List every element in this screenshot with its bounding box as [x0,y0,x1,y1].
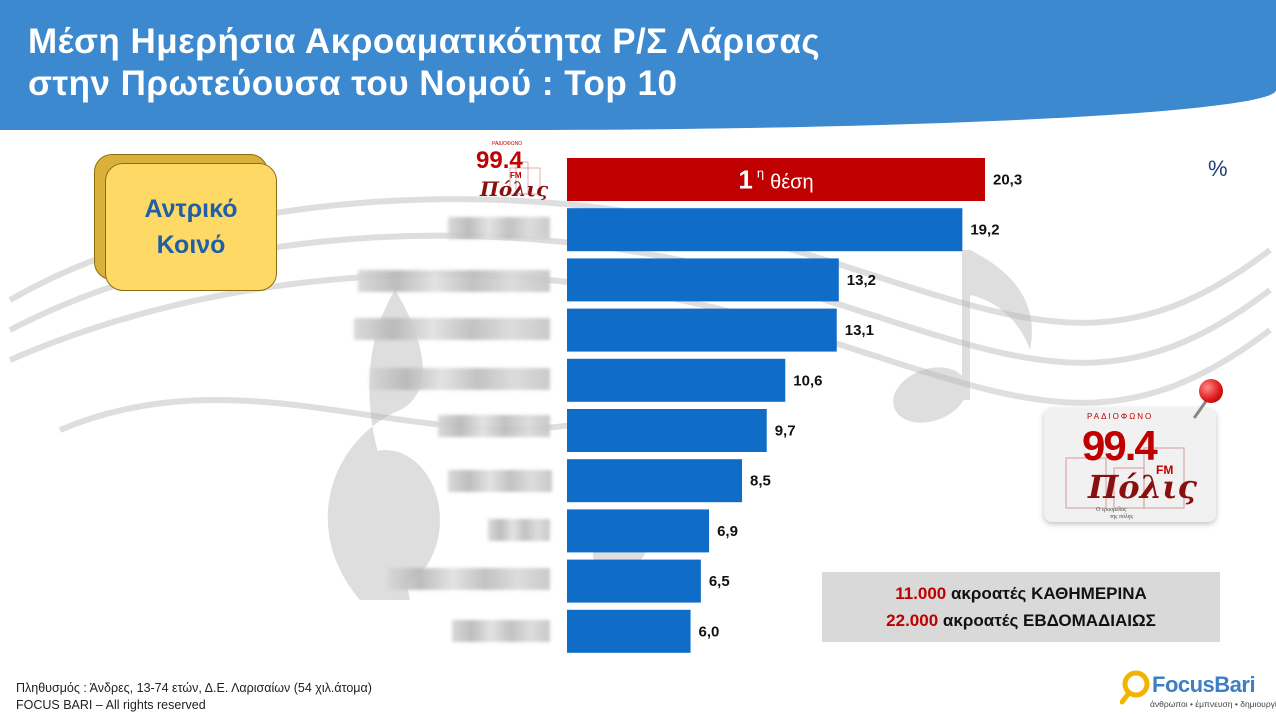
bar-value-label-1: 20,3 [993,172,1022,189]
bar-7 [567,459,743,503]
population-note: Πληθυσμός : Άνδρες, 13-74 ετών, Δ.Ε. Λαρ… [16,681,372,695]
unit-label: % [1208,156,1228,181]
daily-listeners-text: ακροατές ΚΑΘΗΜΕΡΙΝΑ [950,584,1147,603]
page-title-line2: στην Πρωτεύουσα του Νομού : Top 10 [28,64,678,103]
station-logo-small: ΡΑΔΙΟΦΩΝΟ 99.4 FM Πόλις [476,141,548,201]
logo-small-name: Πόλις [479,177,548,201]
daily-listeners-number: 11.000 [895,584,947,603]
logo-large-slogan-2: της πόλης [1110,514,1134,520]
logo-large-top-text: ΡΑΔΙΟΦΩΝΟ [1087,412,1153,421]
bar-6 [567,409,767,452]
category-label-5 [370,368,550,390]
bar-value-label-10: 6,0 [699,623,720,640]
category-label-8 [488,519,550,541]
bar-1 [567,158,985,201]
logo-large-frequency: 99.4 [1082,422,1158,469]
bar-10 [567,609,691,653]
bar-8 [567,509,710,553]
category-label-9 [388,568,550,590]
logo-small-top-text: ΡΑΔΙΟΦΩΝΟ [492,141,522,147]
category-label-10 [452,620,550,642]
category-label-2 [448,217,550,239]
bar-value-label-3: 13,2 [847,272,876,289]
magnifier-icon [1120,670,1150,705]
weekly-listeners-text: ακροατές ΕΒΔΟΜΑΔΙΑΙΩΣ [942,611,1156,630]
badge-line1: Αντρικό [144,195,238,223]
bar-value-label-9: 6,5 [709,573,730,590]
first-place-label: 1 η θέση [738,165,813,195]
station-logo-large: ΡΑΔΙΟΦΩΝΟ 99.4 FM Πόλις Ο ερασμέλος της … [1065,412,1198,520]
logo-large-fm: FM [1156,463,1173,477]
weekly-listeners-row: 22.000 ακροατές ΕΒΔΟΜΑΔΙΑΙΩΣ [886,607,1156,634]
logo-small-fm: FM [510,171,522,180]
logo-small-frequency: 99.4 [476,147,523,174]
station-logo-card: ΡΑΔΙΟΦΩΝΟ 99.4 FM Πόλις Ο ερασμέλος της … [1044,408,1216,522]
logo-large-name: Πόλις [1087,468,1198,506]
page-title-line1: Μέση Ημερήσια Ακροαματικότητα Ρ/Σ Λάρισα… [28,22,821,61]
bar-4 [567,308,837,352]
bar-value-label-2: 19,2 [970,222,999,239]
listeners-summary: 11.000 ακροατές ΚΑΘΗΜΕΡΙΝΑ 22.000 ακροατ… [822,572,1220,642]
bar-value-label-4: 13,1 [845,322,874,339]
bar-5 [567,358,786,402]
logo-large-slogan-1: Ο ερασμέλος [1096,507,1127,513]
rights-note: FOCUS BARI – All rights reserved [16,698,206,712]
map-pin-icon [1199,379,1223,403]
bar-value-label-5: 10,6 [793,372,822,389]
bar-3 [567,258,839,302]
audience-badge: Αντρικό Κοινό [105,163,277,291]
bar-9 [567,559,701,603]
bar-value-label-7: 8,5 [750,473,771,490]
header-banner: Μέση Ημερήσια Ακροαματικότητα Ρ/Σ Λάρισα… [0,0,1276,130]
bar-value-label-8: 6,9 [717,523,738,540]
brand-name: FocusBari [1152,672,1256,697]
daily-listeners-row: 11.000 ακροατές ΚΑΘΗΜΕΡΙΝΑ [895,580,1147,607]
badge-line2: Κοινό [156,231,226,259]
category-label-4 [354,318,550,340]
category-label-6 [438,415,550,437]
brand-tagline: άνθρωποι • έμπνευση • δημιουργία [1150,699,1276,709]
weekly-listeners-number: 22.000 [886,611,939,630]
category-label-3 [358,270,550,292]
bar-value-label-6: 9,7 [775,423,796,440]
category-label-7 [448,470,552,492]
bar-2 [567,208,963,252]
